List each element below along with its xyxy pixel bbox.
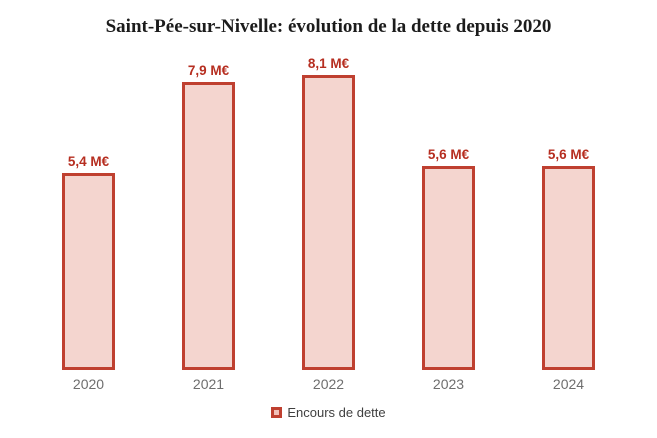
bar-column: 5,6 M€ (509, 147, 629, 370)
x-axis-label: 2021 (192, 376, 225, 392)
bar-2020[interactable] (62, 173, 115, 370)
x-axis-label: 2020 (72, 376, 105, 392)
bar-value-label: 5,6 M€ (547, 147, 590, 162)
legend-swatch-icon (271, 407, 283, 418)
chart-title: Saint-Pée-sur-Nivelle: évolution de la d… (105, 16, 552, 37)
legend: Encours de dette (0, 405, 657, 420)
bar-value-label: 8,1 M€ (307, 56, 350, 71)
bar-value-label: 5,6 M€ (427, 147, 470, 162)
bar-column: 8,1 M€ (269, 56, 389, 370)
x-axis-label: 2023 (432, 376, 465, 392)
bar-value-label: 5,4 M€ (67, 154, 110, 169)
bar-column: 5,4 M€ (29, 154, 149, 370)
legend-item-encours-de-dette[interactable]: Encours de dette (271, 405, 386, 420)
bar-value-label: 7,9 M€ (187, 63, 230, 78)
bar-2024[interactable] (542, 166, 595, 370)
bar-column: 7,9 M€ (149, 63, 269, 370)
bar-2023[interactable] (422, 166, 475, 370)
bar-2021[interactable] (182, 82, 235, 370)
plot-area: 5,4 M€ 7,9 M€ 8,1 M€ 5,6 M€ 5,6 M€ (29, 56, 629, 370)
x-axis-label: 2024 (552, 376, 585, 392)
bar-2022[interactable] (302, 75, 355, 370)
x-axis-label: 2022 (312, 376, 345, 392)
legend-label: Encours de dette (287, 405, 386, 420)
bar-column: 5,6 M€ (389, 147, 509, 370)
x-axis: 2020 2021 2022 2023 2024 (29, 376, 629, 392)
